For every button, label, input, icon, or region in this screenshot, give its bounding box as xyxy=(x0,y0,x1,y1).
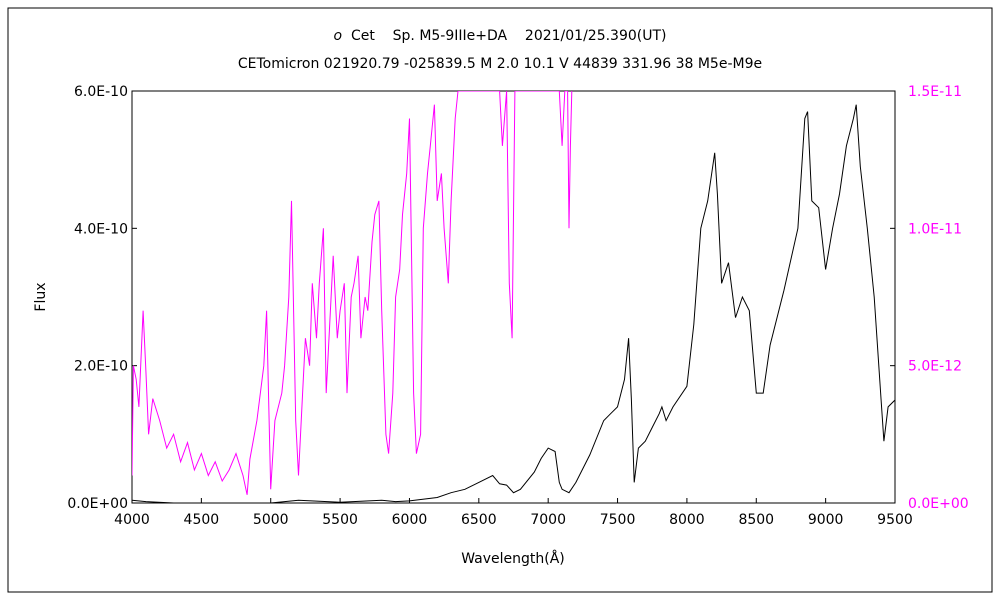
x-tick-label: 4000 xyxy=(114,512,150,528)
y-right-tick-label: 0.0E+00 xyxy=(908,496,969,512)
x-tick-label: 6000 xyxy=(392,512,428,528)
y-axis-right: 0.0E+00 5.0E-12 1.0E-11 1.5E-11 xyxy=(890,84,969,512)
y-left-tick-label: 4.0E-10 xyxy=(74,221,128,237)
series-layer xyxy=(132,91,895,503)
x-tick-label: 9500 xyxy=(877,512,913,528)
x-tick-label: 7000 xyxy=(530,512,566,528)
x-tick-label: 9000 xyxy=(808,512,844,528)
y-axis-label: Flux xyxy=(33,282,49,311)
y-right-tick-label: 1.5E-11 xyxy=(908,84,962,100)
title-star-symbol: o xyxy=(333,28,342,44)
plot-area xyxy=(131,90,896,504)
y-left-tick-label: 2.0E-10 xyxy=(74,359,128,375)
series-line-magenta xyxy=(132,91,573,495)
x-tick-label: 5500 xyxy=(322,512,358,528)
y-right-tick-label: 1.0E-11 xyxy=(908,221,962,237)
x-axis-label: Wavelength(Å) xyxy=(461,550,565,567)
chart-title: o Cet Sp. M5-9IIIe+DA 2021/01/25.390(UT) xyxy=(333,28,666,44)
x-axis: 4000 4500 5000 5500 6000 6500 7000 7500 8000 8500… xyxy=(114,498,913,528)
chart-subtitle: CETomicron 021920.79 -025839.5 M 2.0 10.… xyxy=(238,56,762,72)
x-tick-label: 4500 xyxy=(184,512,220,528)
x-tick-label: 8000 xyxy=(669,512,705,528)
x-tick-label: 6500 xyxy=(461,512,497,528)
y-axis-left: 0.0E+00 2.0E-10 4.0E-10 6.0E-10 xyxy=(67,84,137,512)
y-left-tick-label: 0.0E+00 xyxy=(67,496,128,512)
title-text: Cet Sp. M5-9IIIe+DA 2021/01/25.390(UT) xyxy=(347,28,667,44)
x-tick-label: 7500 xyxy=(600,512,636,528)
y-right-tick-label: 5.0E-12 xyxy=(908,359,962,375)
y-left-tick-label: 6.0E-10 xyxy=(74,84,128,100)
x-tick-label: 5000 xyxy=(253,512,289,528)
series-line-black xyxy=(132,104,895,503)
x-tick-label: 8500 xyxy=(738,512,774,528)
